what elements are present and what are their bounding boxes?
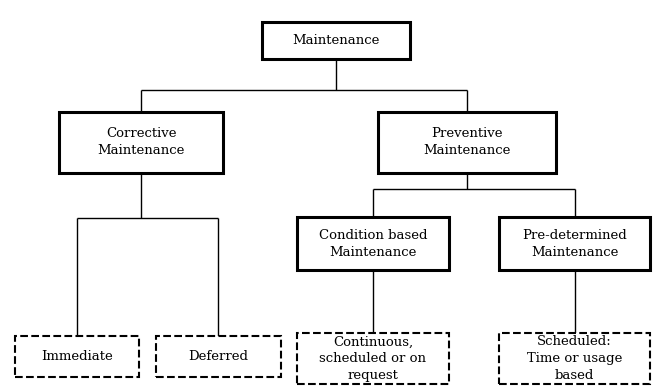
FancyBboxPatch shape [59,112,223,172]
Text: Corrective
Maintenance: Corrective Maintenance [97,128,185,157]
Text: Deferred: Deferred [188,350,249,363]
Text: Continuous,
scheduled or on
request: Continuous, scheduled or on request [319,335,427,382]
Text: Immediate: Immediate [42,350,113,363]
FancyBboxPatch shape [297,218,449,270]
Text: Maintenance: Maintenance [292,34,380,48]
Text: Preventive
Maintenance: Preventive Maintenance [423,128,511,157]
Text: Pre-determined
Maintenance: Pre-determined Maintenance [522,229,627,259]
Text: Condition based
Maintenance: Condition based Maintenance [319,229,427,259]
FancyBboxPatch shape [15,336,140,378]
FancyBboxPatch shape [156,336,281,378]
FancyBboxPatch shape [499,333,650,384]
Text: Scheduled:
Time or usage
based: Scheduled: Time or usage based [527,335,622,382]
FancyBboxPatch shape [378,112,556,172]
FancyBboxPatch shape [297,333,449,384]
FancyBboxPatch shape [499,218,650,270]
FancyBboxPatch shape [262,22,410,59]
